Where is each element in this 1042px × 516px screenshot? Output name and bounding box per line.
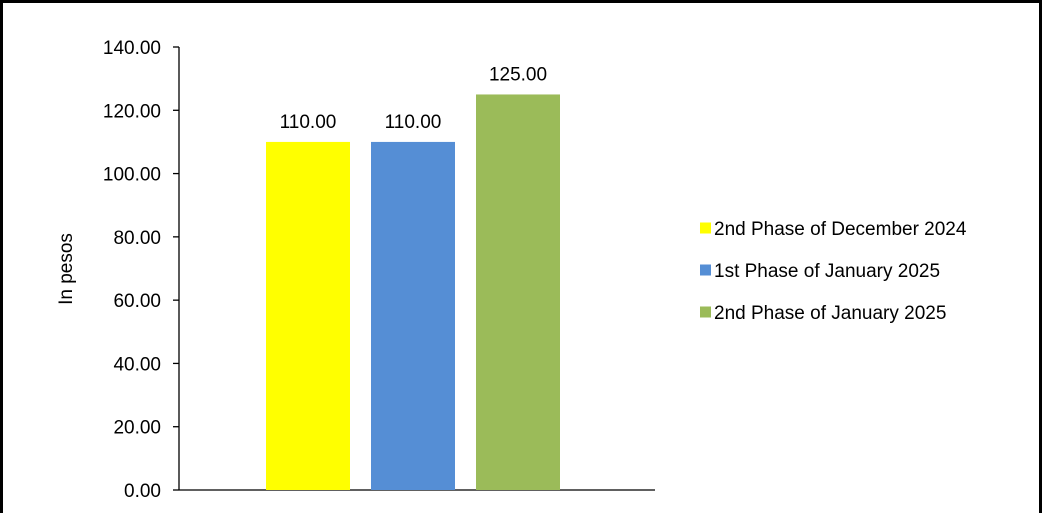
y-axis-ticks: 0.00 20.00 40.00 60.00 80.00 100.00 120.00 140.… bbox=[103, 38, 179, 502]
bar bbox=[266, 141, 350, 490]
legend-label: 2nd Phase of January 2025 bbox=[714, 303, 946, 324]
y-tick-label: 20.00 bbox=[113, 418, 161, 439]
legend: 2nd Phase of December 2024 1st Phase of J… bbox=[700, 219, 967, 324]
bar bbox=[371, 141, 455, 490]
y-tick-label: 80.00 bbox=[113, 228, 161, 249]
y-tick-label: 60.00 bbox=[113, 291, 161, 312]
bar-value-label: 110.00 bbox=[385, 112, 442, 133]
bar-chart: 0.00 20.00 40.00 60.00 80.00 100.00 120.00 140.… bbox=[56, 38, 967, 502]
legend-swatch bbox=[700, 306, 711, 318]
y-tick-label: 140.00 bbox=[103, 38, 161, 59]
bar bbox=[476, 94, 560, 490]
y-tick-label: 0.00 bbox=[124, 481, 161, 502]
legend-swatch bbox=[700, 264, 711, 276]
legend-label: 1st Phase of January 2025 bbox=[714, 261, 940, 282]
y-tick-label: 100.00 bbox=[103, 165, 161, 186]
legend-swatch bbox=[700, 222, 711, 234]
y-axis-title: In pesos bbox=[56, 233, 77, 305]
data-labels: 110.00 110.00 125.00 bbox=[280, 64, 547, 132]
legend-label: 2nd Phase of December 2024 bbox=[714, 219, 967, 240]
bars bbox=[266, 94, 560, 490]
y-tick-label: 120.00 bbox=[103, 101, 161, 122]
y-tick-label: 40.00 bbox=[113, 354, 161, 375]
bar-value-label: 125.00 bbox=[489, 64, 547, 85]
bar-value-label: 110.00 bbox=[280, 112, 337, 133]
